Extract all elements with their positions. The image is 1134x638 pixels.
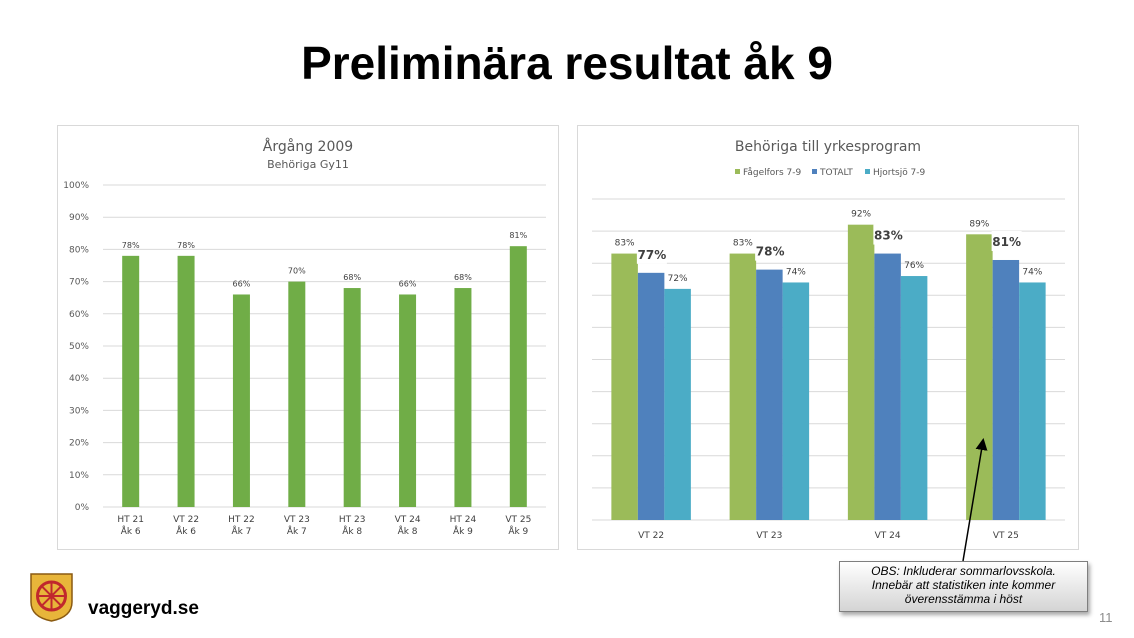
chart-subtitle: Behöriga Gy11 — [267, 158, 349, 171]
data-label: 89% — [969, 219, 989, 229]
bar — [399, 294, 417, 507]
note-line-1: OBS: Inkluderar sommarlovsskola. — [871, 564, 1056, 578]
data-label: 83% — [615, 239, 635, 249]
bar — [343, 288, 361, 507]
bar — [756, 269, 783, 520]
x-tick-label: HT 23 — [339, 515, 366, 525]
x-tick-label: VT 22 — [638, 531, 664, 541]
x-tick-sublabel: Åk 9 — [453, 525, 473, 537]
data-label: 83% — [733, 239, 753, 249]
x-tick-sublabel: Åk 7 — [231, 525, 251, 537]
bar — [454, 288, 472, 507]
page-number: 11 — [1099, 610, 1113, 625]
x-tick-sublabel: Åk 8 — [398, 525, 418, 537]
chart-argang-2009-svg: Årgång 2009 Behöriga Gy11 0% 10% 20% 30% 40%… — [63, 138, 546, 537]
x-tick-label: VT 24 — [875, 531, 901, 541]
data-label: 92% — [851, 210, 871, 220]
data-label-box — [636, 243, 667, 264]
legend-swatch — [735, 169, 740, 174]
legend-label: TOTALT — [819, 168, 853, 178]
y-tick-label: 90% — [69, 213, 89, 223]
chart-title: Behöriga till yrkesprogram — [735, 139, 921, 155]
data-label: 81% — [992, 235, 1021, 249]
y-tick-label: 80% — [69, 245, 89, 255]
x-tick-sublabel: Åk 9 — [508, 525, 528, 537]
bar — [509, 246, 527, 507]
legend-label: Hjortsjö 7-9 — [873, 168, 926, 178]
chart-argang-2009: Årgång 2009 Behöriga Gy11 0% 10% 20% 30% 40%… — [57, 125, 559, 550]
data-label: 74% — [786, 267, 806, 277]
data-label: 78% — [756, 245, 785, 259]
data-label-box — [755, 240, 786, 261]
x-tick-label: VT 23 — [756, 531, 782, 541]
bar — [611, 253, 638, 520]
data-label: 70% — [288, 267, 306, 276]
x-tick-sublabel: Åk 8 — [342, 525, 362, 537]
legend-label: Fågelfors 7-9 — [743, 167, 802, 178]
data-label: 72% — [668, 274, 688, 284]
bar — [992, 259, 1020, 520]
data-label: 66% — [399, 279, 417, 288]
bar — [729, 253, 757, 520]
x-tick-label: VT 22 — [173, 515, 199, 525]
x-tick-label: HT 22 — [228, 515, 255, 525]
slide-title: Preliminära resultat åk 9 — [301, 37, 833, 89]
note-line-2: Innebär att statistiken inte kommer — [871, 578, 1056, 592]
bar — [874, 253, 901, 520]
data-label: 83% — [874, 229, 903, 243]
x-tick-sublabel: Åk 6 — [176, 525, 196, 537]
x-tick-label: VT 25 — [505, 515, 531, 525]
note-line-3: överensstämma i höst — [904, 592, 1023, 606]
x-tick-label: VT 25 — [993, 531, 1019, 541]
data-label: 66% — [233, 279, 251, 288]
bar — [966, 234, 993, 520]
y-tick-label: 40% — [69, 374, 89, 384]
bar — [847, 224, 875, 520]
municipality-crest-icon — [30, 573, 73, 622]
data-label: 81% — [509, 231, 527, 240]
data-label-box — [991, 230, 1022, 251]
data-label: 77% — [638, 248, 667, 262]
bar — [122, 255, 140, 507]
chart-title: Årgång 2009 — [263, 138, 353, 155]
data-label: 74% — [1022, 267, 1042, 277]
data-label: 76% — [904, 261, 924, 271]
x-tick-label: HT 24 — [450, 515, 477, 525]
y-tick-label: 50% — [69, 342, 89, 352]
y-tick-label: 30% — [69, 406, 89, 416]
bar — [900, 276, 928, 520]
x-tick-label: HT 21 — [117, 515, 144, 525]
chart-yrkesprogram-svg: Behöriga till yrkesprogram Fågelfors 7-9… — [592, 139, 1065, 541]
y-tick-label: 70% — [69, 278, 89, 288]
data-label: 78% — [177, 241, 195, 250]
chart-yrkesprogram: Behöriga till yrkesprogram Fågelfors 7-9… — [577, 125, 1079, 550]
y-tick-label: 0% — [75, 503, 90, 513]
x-tick-sublabel: Åk 6 — [121, 525, 141, 537]
bar — [177, 255, 195, 507]
bar — [637, 272, 665, 520]
y-tick-label: 20% — [69, 439, 89, 449]
data-label-box — [873, 224, 904, 245]
site-url: vaggeryd.se — [88, 598, 199, 619]
x-tick-label: VT 23 — [284, 515, 310, 525]
bar — [1019, 282, 1046, 520]
x-tick-sublabel: Åk 7 — [287, 525, 307, 537]
legend-swatch — [865, 169, 870, 174]
note-callout: OBS: Inkluderar sommarlovsskola. Innebär… — [839, 561, 1088, 612]
y-tick-label: 60% — [69, 310, 89, 320]
bar — [288, 281, 306, 507]
x-tick-label: VT 24 — [395, 515, 421, 525]
bar — [664, 288, 691, 520]
data-label: 68% — [343, 273, 361, 282]
bar — [232, 294, 250, 507]
data-label: 78% — [122, 241, 140, 250]
bar — [782, 282, 810, 520]
legend-swatch — [812, 169, 817, 174]
y-tick-label: 10% — [69, 471, 89, 481]
data-label: 68% — [454, 273, 472, 282]
y-tick-label: 100% — [63, 181, 89, 191]
